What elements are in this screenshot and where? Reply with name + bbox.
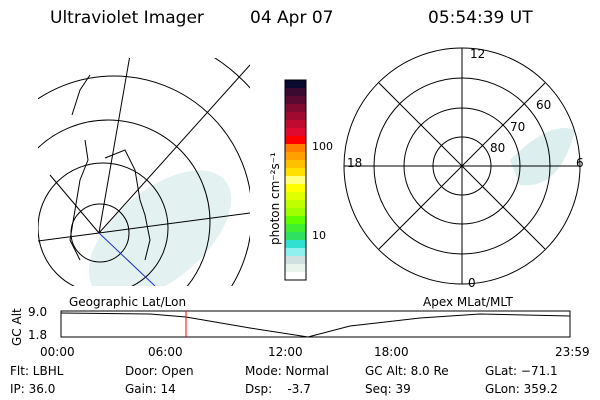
instrument-title: Ultraviolet Imager — [50, 8, 204, 28]
door: Door: Open — [125, 364, 194, 378]
colorbar-band — [285, 80, 306, 89]
coastlines — [69, 74, 151, 261]
colorbar-band — [285, 256, 306, 265]
seq: Seq: 39 — [365, 382, 411, 396]
x-tick: 00:00 — [40, 345, 75, 359]
glat: GLat: −71.1 — [485, 364, 558, 378]
colorbar-band — [285, 208, 306, 217]
glon: GLon: 359.2 — [485, 382, 558, 396]
aurora-emission — [88, 170, 232, 286]
colorbar-band — [285, 184, 306, 193]
colorbar-tick: 100 — [312, 140, 333, 153]
altitude-plot — [60, 310, 571, 338]
colorbar-band — [285, 152, 306, 161]
lat-label-80: 80 — [490, 141, 506, 155]
filter: Flt: LBHL — [10, 364, 64, 378]
colorbar-band — [285, 264, 306, 273]
longitude-lines — [38, 58, 250, 242]
colorbar-band — [285, 136, 306, 145]
colorbar-band — [285, 224, 306, 233]
colorbar-band — [285, 160, 306, 169]
date: 04 Apr 07 — [250, 8, 334, 28]
colorbar-band — [285, 144, 306, 153]
satellite-track — [98, 232, 156, 286]
mlt-label-18: 18 — [347, 156, 363, 170]
colorbar-band — [285, 240, 306, 249]
colorbar-label: photon cm⁻²s⁻¹ — [268, 152, 282, 245]
lat-label-70: 70 — [510, 120, 526, 134]
colorbar-band — [285, 104, 306, 113]
colorbar-band — [285, 88, 306, 97]
colorbar-band — [285, 176, 306, 185]
x-tick: 18:00 — [374, 345, 409, 359]
colorbar-band — [285, 112, 306, 121]
colorbar-band — [285, 248, 306, 257]
geographic-label: Geographic Lat/Lon — [69, 295, 187, 309]
y-tick: 9.0 — [28, 305, 48, 319]
mlt-label-12: 12 — [470, 47, 486, 61]
apex-label: Apex MLat/MLT — [423, 295, 513, 309]
lat-label-60: 60 — [536, 98, 552, 112]
x-tick: 12:00 — [268, 345, 303, 359]
ip: IP: 36.0 — [10, 382, 56, 396]
gain: Gain: 14 — [125, 382, 176, 396]
time: 05:54:39 UT — [428, 8, 533, 28]
mode: Mode: Normal — [245, 364, 329, 378]
colorbar-band — [285, 128, 306, 137]
dsp: Dsp: -3.7 — [245, 382, 311, 396]
y-tick: 1.8 — [28, 328, 48, 342]
altitude-axis-label: GC Alt — [10, 308, 24, 346]
aurora-emission — [510, 128, 575, 186]
colorbar-band — [285, 200, 306, 209]
gc-alt: GC Alt: 8.0 Re — [365, 364, 449, 378]
colorbar-tick: 10 — [312, 229, 326, 242]
mlt-label-6: 6 — [576, 156, 584, 170]
colorbar-band — [285, 272, 306, 281]
colorbar-band — [285, 168, 306, 177]
colorbar-band — [285, 96, 306, 105]
colorbar-band — [285, 216, 306, 225]
x-tick: 06:00 — [148, 345, 183, 359]
colorbar-frame — [284, 79, 307, 281]
x-tick: 23:59 — [555, 345, 590, 359]
colorbar-band — [285, 232, 306, 241]
colorbar-band — [285, 192, 306, 201]
mlt-label-0: 0 — [468, 276, 476, 290]
colorbar — [284, 79, 307, 281]
polar-plot — [343, 47, 581, 285]
colorbar-band — [285, 120, 306, 129]
geographic-map — [38, 58, 250, 286]
